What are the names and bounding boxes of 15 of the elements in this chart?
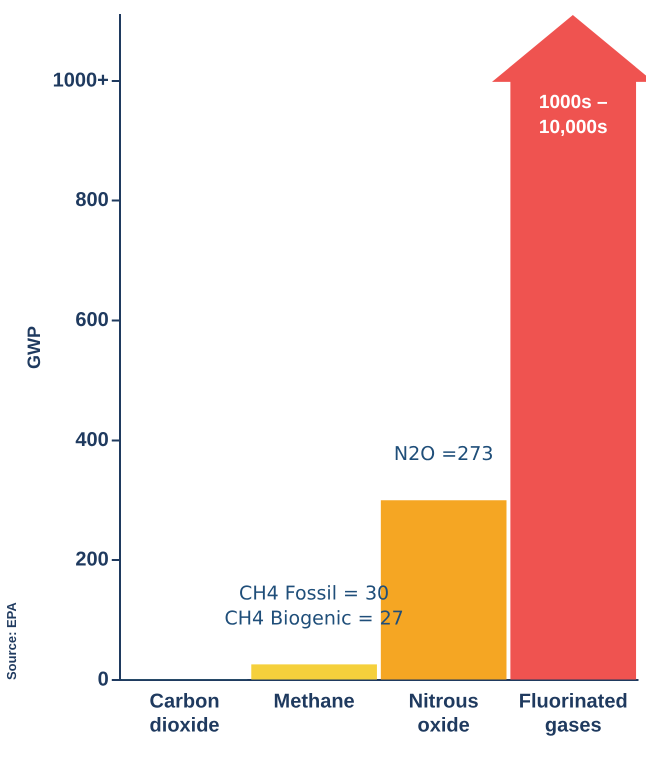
source-note: Source: EPA bbox=[4, 602, 19, 680]
y-tick-label: 400 bbox=[75, 428, 109, 451]
x-tick-label: Nitrous oxide bbox=[408, 690, 479, 737]
y-tick-label: 1000+ bbox=[52, 69, 109, 92]
data-label: 1000s – 10,000s bbox=[538, 92, 608, 138]
data-label: N2O =273 bbox=[394, 443, 494, 466]
bar bbox=[251, 664, 377, 680]
x-tick-label: Carbon dioxide bbox=[150, 690, 220, 737]
y-tick-label: 0 bbox=[98, 668, 109, 691]
y-tick-label: 200 bbox=[75, 548, 109, 571]
y-tick-label: 600 bbox=[75, 309, 109, 332]
x-tick-label: Methane bbox=[274, 690, 355, 713]
y-tick-label: 800 bbox=[75, 189, 109, 212]
x-tick-label: Fluorinated gases bbox=[518, 690, 628, 737]
y-axis-title: GWP bbox=[24, 326, 44, 369]
